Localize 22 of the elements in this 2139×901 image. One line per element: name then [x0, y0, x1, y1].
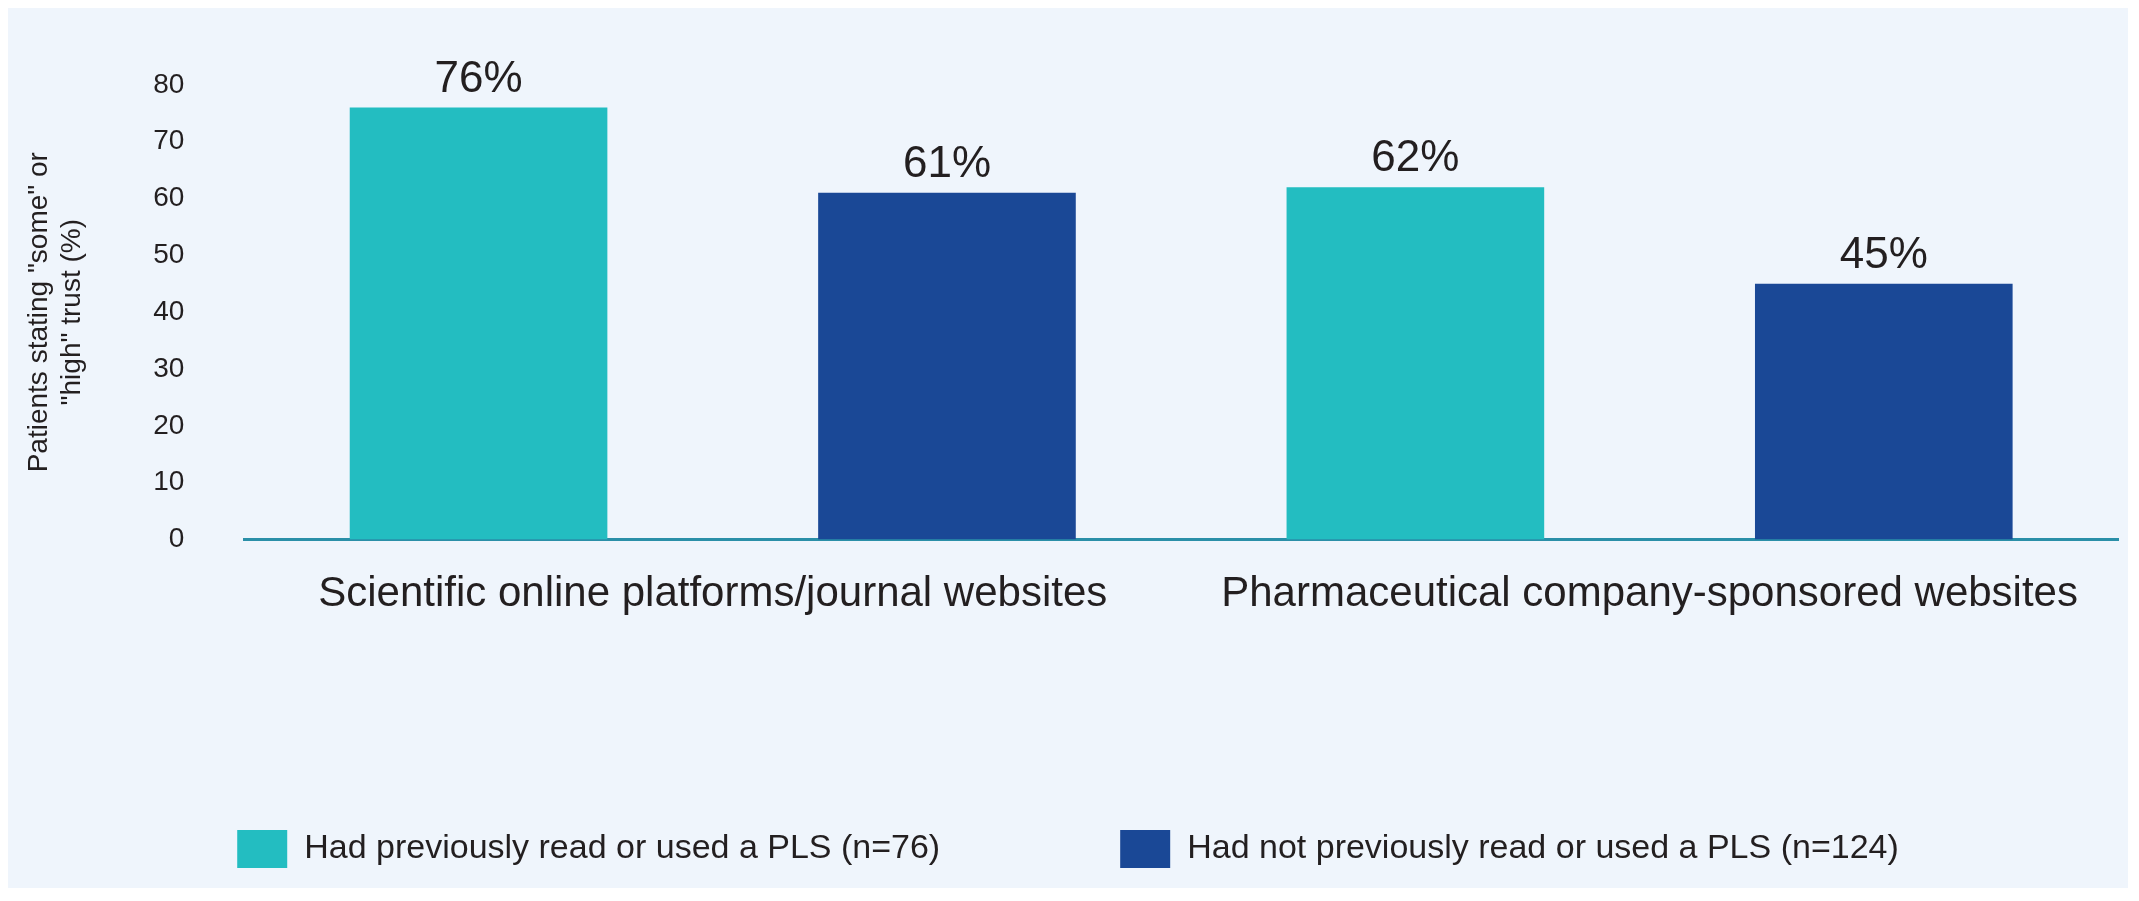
- y-tick-label: 40: [153, 294, 185, 326]
- data-label: 76%: [434, 51, 523, 101]
- y-tick-label: 20: [153, 408, 185, 440]
- legend-label: Had previously read or used a PLS (n=76): [304, 827, 941, 866]
- x-tick-label: Pharmaceutical company-sponsored websites: [1221, 568, 2078, 616]
- x-tick-label: Scientific online platforms/journal websites: [318, 568, 1108, 616]
- y-tick-label: 0: [168, 522, 185, 554]
- bar: [818, 192, 1076, 540]
- bar: [1286, 187, 1545, 540]
- data-label: 45%: [1839, 227, 1928, 277]
- bar: [349, 107, 608, 540]
- data-label: 62%: [1371, 131, 1460, 181]
- y-tick-label: 60: [153, 181, 185, 213]
- legend-label: Had not previously read or used a PLS (n=124): [1187, 827, 1899, 866]
- y-axis-title: Patients stating "some" or "high" trust (%): [21, 152, 87, 473]
- y-tick-label: 70: [153, 124, 185, 156]
- data-label: 61%: [902, 136, 991, 186]
- y-tick-label: 10: [153, 465, 185, 497]
- y-tick-label: 80: [153, 67, 185, 99]
- y-tick-label: 50: [153, 238, 185, 270]
- y-tick-label: 30: [153, 351, 185, 383]
- bar: [1754, 283, 2013, 540]
